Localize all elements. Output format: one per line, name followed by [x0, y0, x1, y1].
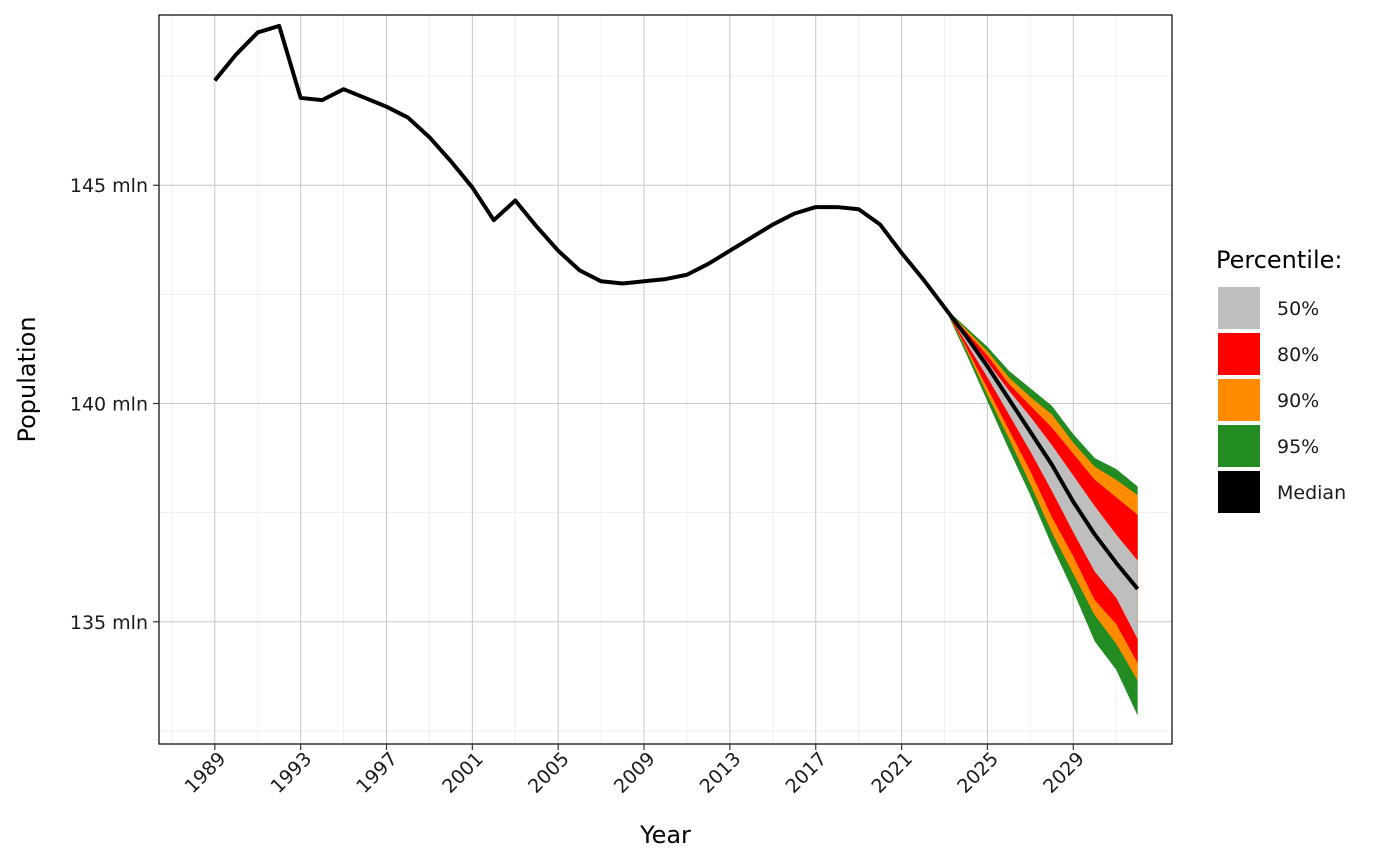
- legend-key-median: [1218, 471, 1260, 513]
- band-95pct: [944, 307, 1138, 716]
- y-tick-label: 140 mln: [70, 394, 148, 416]
- history-line: [213, 23, 947, 309]
- legend-label: 50%: [1277, 298, 1319, 320]
- legend-label: 90%: [1277, 390, 1319, 412]
- legend-key-80pct: [1218, 333, 1260, 375]
- legend: Percentile: 50% 80% 90% 95% Median: [1216, 246, 1346, 513]
- x-axis-title: Year: [639, 821, 691, 849]
- forecast-bands: [944, 307, 1138, 716]
- y-axis: 135 mln 140 mln 145 mln: [70, 175, 159, 634]
- legend-title: Percentile:: [1216, 246, 1343, 274]
- minor-gridlines: [159, 15, 1172, 744]
- legend-label: Median: [1277, 482, 1346, 504]
- y-axis-title: Population: [13, 316, 41, 442]
- band-50pct: [944, 307, 1138, 640]
- population-lines: [213, 23, 1140, 591]
- legend-key-90pct: [1218, 379, 1260, 421]
- legend-label: 95%: [1277, 436, 1319, 458]
- legend-key-95pct: [1218, 425, 1260, 467]
- legend-key-50pct: [1218, 287, 1260, 329]
- panel-border: [158, 14, 1173, 745]
- band-80pct: [944, 307, 1138, 664]
- legend-label: 80%: [1277, 344, 1319, 366]
- y-tick-label: 145 mln: [70, 175, 148, 197]
- y-tick-label: 135 mln: [70, 612, 148, 634]
- median-line: [942, 306, 1140, 591]
